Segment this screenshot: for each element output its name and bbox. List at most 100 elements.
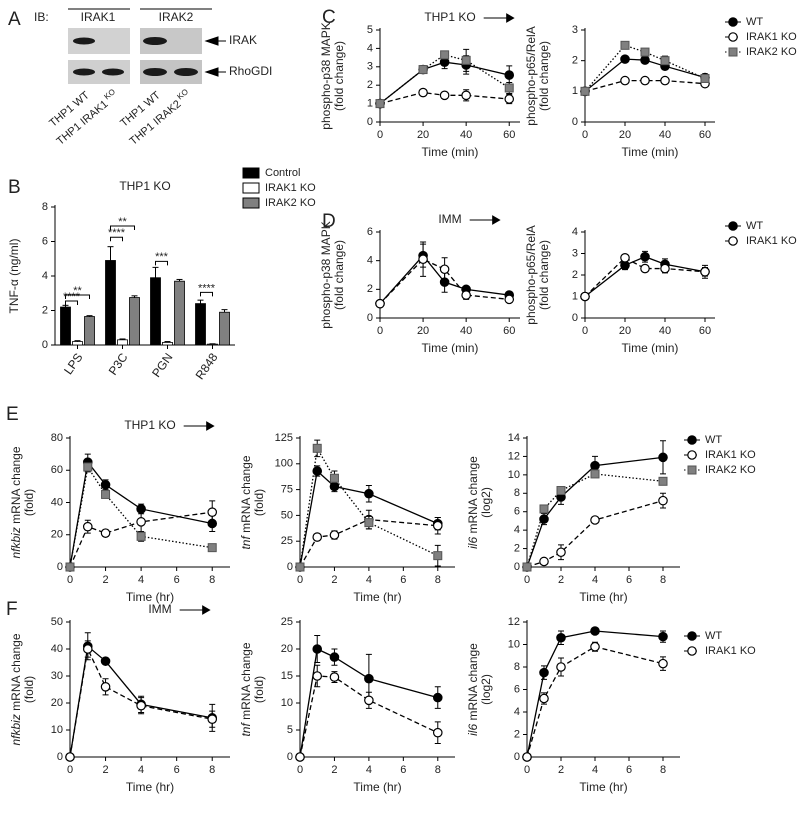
marker [522,562,532,572]
marker [590,460,600,471]
y-tick-label: 6 [514,683,520,695]
y-tick-label: 4 [367,42,373,54]
marker [207,507,218,517]
bar [117,339,128,346]
blot-panel: A IB: IRAK1 IRAK2 IRAK RhoGDI [8,8,272,84]
antibody-label: IRAK1 [81,10,116,24]
marker [658,631,668,642]
chart: F 0 10 20 30 40 50 nfkbiz mRNA change (fold) 0 2 4 6… [6,599,230,794]
x-tick-label: 6 [626,574,632,586]
y-tick-label: 4 [572,226,578,238]
y-axis-label: (fold) [252,489,266,516]
marker [83,462,93,472]
chart: 0 2 4 6 8 10 12 14 il6 mRNA change (log2) 0 2 4 6 8 Tim… [466,432,756,604]
marker [329,473,339,483]
x-tick-label: 20 [619,129,631,141]
bar [174,280,185,346]
x-tick-label: 0 [582,325,588,337]
marker [329,530,340,540]
legend-label: WT [746,16,763,28]
y-tick-label: 2 [367,283,373,295]
y-tick-label: 60 [51,464,63,476]
marker [100,479,111,490]
y-tick-label: 6 [514,506,520,518]
x-tick-label: 8 [435,574,441,586]
band [102,68,124,76]
marker [82,521,93,532]
y-tick-label: 0 [367,312,373,324]
y-tick-label: 75 [281,484,293,496]
marker [620,252,630,263]
marker [504,94,515,104]
x-tick-label: 0 [67,764,73,776]
y-tick-label: 20 [281,643,293,655]
marker [461,55,471,65]
band [174,68,198,76]
x-tick-label: 2 [331,574,337,586]
y-axis-label: nfkbiz mRNA change [9,633,23,745]
y-tick-label: 8 [514,487,520,499]
legend-marker [728,32,738,42]
x-tick-label: 8 [209,764,215,776]
y-axis-label: phospho-p38 MAPK [319,22,333,129]
marker [65,562,75,572]
arrow [204,67,226,77]
x-axis-label: Time (hr) [353,780,401,794]
marker [590,626,600,636]
marker [640,251,650,262]
chart: E 0 20 40 60 80 nfkbiz mRNA change (fold) 0 2 4 6 8 T… [6,404,230,604]
y-tick-label: 0 [572,312,578,324]
x-tick-label: 0 [67,574,73,586]
y-tick-label: 15 [281,670,293,682]
legend-label: IRAK1 KO [746,235,797,247]
x-tick-label: 0 [524,764,530,776]
bar [129,297,140,346]
x-tick-label: PGN [149,351,175,380]
x-tick-label: 20 [417,129,429,141]
marker [364,518,374,528]
x-tick-label: 0 [297,764,303,776]
y-tick-label: 2 [367,79,373,91]
marker [590,469,600,479]
bar [162,342,173,346]
marker [700,266,710,277]
marker [295,752,305,762]
legend-label: IRAK1 KO [705,645,756,657]
x-tick-label: 60 [503,325,515,337]
marker [375,298,385,309]
y-axis-label: TNF-α (ng/ml) [7,239,21,314]
title-arrow [483,13,515,23]
legend-marker [728,47,738,57]
panel-letter: F [6,599,18,620]
y-tick-label: 2 [572,55,578,67]
x-tick-label: 2 [331,764,337,776]
arrow [204,36,226,46]
marker [590,515,600,525]
marker [375,99,385,109]
y-tick-label: 2 [42,304,48,316]
y-tick-label: 100 [275,458,293,470]
y-tick-label: 10 [51,724,63,736]
y-axis-label: tnf mRNA change [239,455,253,549]
y-axis-label: (log2) [479,674,493,705]
y-tick-label: 20 [51,697,63,709]
series-line [379,258,510,305]
marker [329,652,340,662]
chart: 0 1 2 3 phospho-p65/RelA (fold change) 0 20 40 60… [524,16,797,159]
x-tick-label: 6 [400,764,406,776]
y-tick-label: 0 [572,116,578,128]
marker [312,671,323,681]
marker [556,632,566,643]
y-axis-label: phospho-p38 MAPK [319,221,333,328]
chart: 0 1 2 3 4 phospho-p65/RelA (fold change) 0 20 40 6… [524,220,797,355]
x-axis-label: Time (min) [622,341,679,355]
y-tick-label: 2 [572,269,578,281]
x-tick-label: 4 [366,574,372,586]
legend-label: WT [705,630,722,642]
y-tick-label: 25 [281,616,293,628]
chart-title: THP1 KO [124,418,175,432]
marker [312,532,323,542]
band [73,68,95,76]
x-tick-label: 4 [592,764,598,776]
marker [539,667,549,678]
